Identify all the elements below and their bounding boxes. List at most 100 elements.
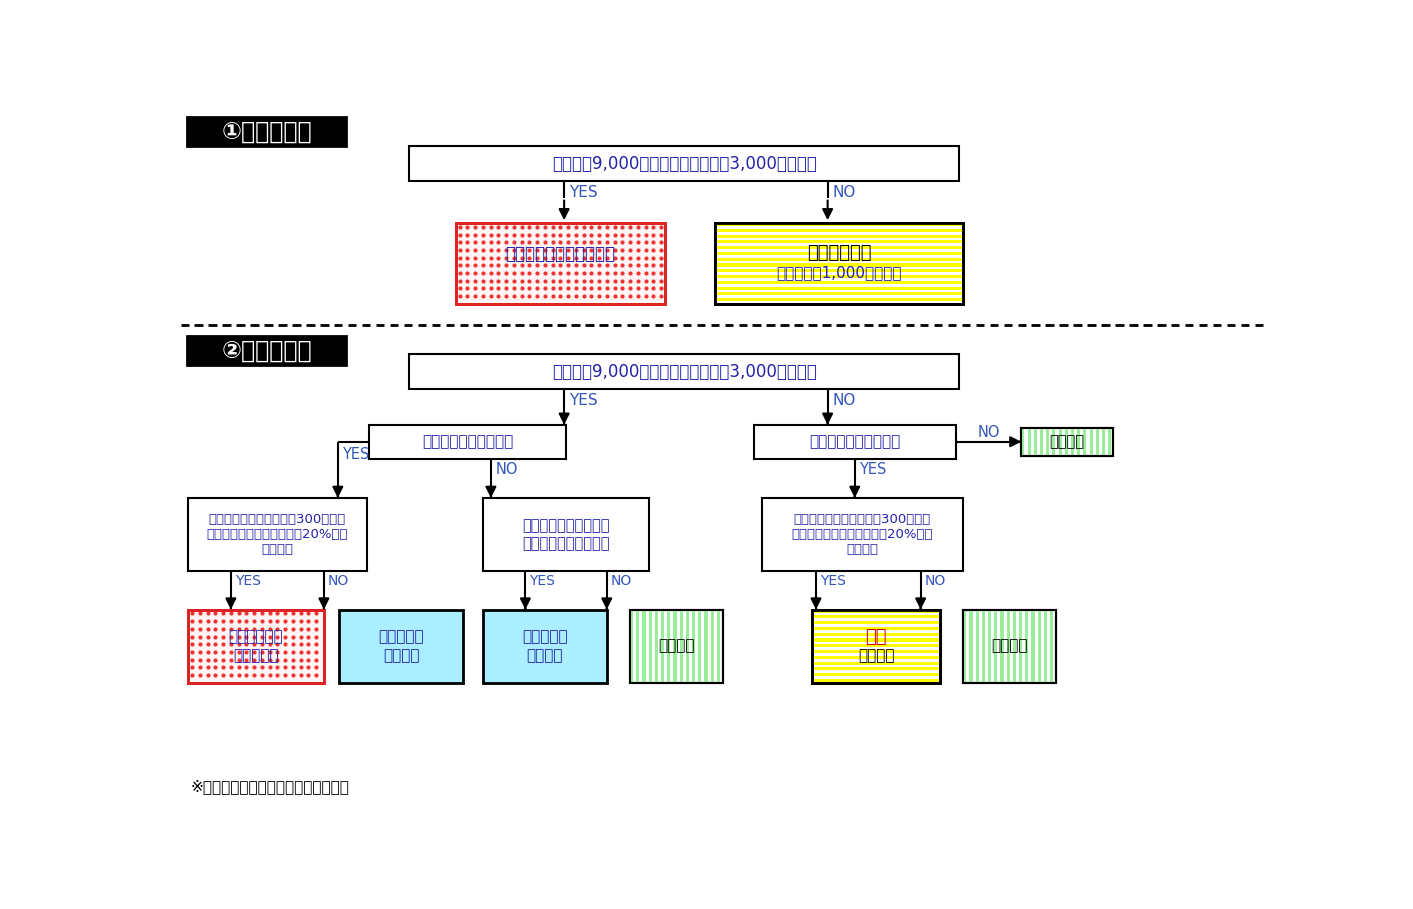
Text: NO: NO (610, 574, 632, 588)
Text: NO: NO (328, 574, 349, 588)
Text: 届出不要: 届出不要 (992, 639, 1029, 654)
Bar (654, 610, 658, 683)
Bar (643, 610, 646, 683)
Bar (369, 425, 567, 459)
Bar (1031, 610, 1034, 683)
Text: のみ届出: のみ届出 (527, 648, 562, 663)
Bar (630, 610, 723, 683)
Bar (812, 610, 940, 613)
Bar (188, 336, 346, 365)
Bar (715, 281, 964, 284)
Bar (1058, 428, 1061, 455)
Text: YES: YES (859, 462, 887, 477)
Bar (455, 223, 666, 304)
Bar (715, 275, 964, 278)
Bar (715, 252, 964, 255)
Bar (995, 610, 998, 683)
Bar (1040, 428, 1043, 455)
Text: ②変更の場合: ②変更の場合 (222, 339, 312, 363)
Text: 施設面積を変更するか
緑地面積を減少するか: 施設面積を変更するか 緑地面積を減少するか (523, 518, 610, 551)
Bar (812, 650, 940, 653)
Text: YES: YES (569, 185, 598, 200)
Bar (1034, 428, 1037, 455)
Text: YES: YES (342, 446, 370, 462)
Bar (705, 610, 708, 683)
Text: 届出不要: 届出不要 (658, 639, 695, 654)
Text: YES: YES (569, 393, 598, 407)
Text: 条例の届出: 条例の届出 (233, 648, 278, 663)
Bar (1022, 428, 1113, 455)
Bar (1046, 428, 1050, 455)
Bar (755, 425, 955, 459)
Text: 生産施設を増設するか: 生産施設を増設するか (810, 435, 900, 449)
Text: 工場立地法: 工場立地法 (521, 629, 568, 644)
Bar (715, 223, 964, 304)
Bar (1065, 428, 1068, 455)
Bar (1026, 610, 1029, 683)
Text: のみ届出: のみ届出 (858, 648, 894, 663)
Text: 増設する生産施設面積が300㎡以上
又は増設前生産施設面積の20%以上
の増設か: 増設する生産施設面積が300㎡以上 又は増設前生産施設面積の20%以上 の増設か (791, 513, 933, 556)
Bar (975, 610, 979, 683)
Bar (812, 662, 940, 664)
Bar (711, 610, 714, 683)
Bar (715, 223, 964, 304)
Text: （敷地面積1,000㎡以上）: （敷地面積1,000㎡以上） (777, 265, 901, 280)
Bar (812, 673, 940, 676)
Bar (410, 146, 959, 182)
Text: のみ届出: のみ届出 (383, 648, 420, 663)
Bar (812, 615, 940, 618)
Text: NO: NO (832, 185, 856, 200)
Bar (812, 610, 940, 683)
Bar (715, 293, 964, 295)
Bar (715, 246, 964, 249)
Bar (1006, 610, 1010, 683)
Text: 工場立地法・: 工場立地法・ (229, 629, 284, 644)
Bar (1077, 428, 1081, 455)
Bar (1095, 428, 1099, 455)
Bar (188, 498, 366, 571)
Bar (715, 286, 964, 290)
Bar (1071, 428, 1074, 455)
Bar (1044, 610, 1047, 683)
Text: YES: YES (820, 574, 846, 588)
Bar (812, 638, 940, 642)
Bar (1027, 428, 1030, 455)
Bar (1019, 610, 1022, 683)
Bar (1000, 610, 1003, 683)
Bar (762, 498, 964, 571)
Bar (1089, 428, 1092, 455)
Bar (715, 229, 964, 232)
Text: NO: NO (978, 425, 999, 440)
Bar (716, 610, 719, 683)
Bar (692, 610, 695, 683)
Bar (812, 679, 940, 682)
Text: 生産施設を増設するか: 生産施設を増設するか (422, 435, 513, 449)
Bar (455, 223, 666, 304)
Text: ①新設の場合: ①新設の場合 (222, 119, 312, 144)
Bar (812, 644, 940, 647)
Bar (812, 633, 940, 635)
Bar (483, 610, 606, 683)
Bar (982, 610, 985, 683)
Bar (715, 264, 964, 266)
Bar (964, 610, 966, 683)
Text: 届出不要: 届出不要 (1050, 435, 1085, 449)
Bar (1108, 428, 1111, 455)
Bar (1084, 428, 1087, 455)
Bar (812, 655, 940, 659)
Text: 条例: 条例 (865, 628, 887, 646)
Bar (812, 621, 940, 624)
Bar (988, 610, 991, 683)
Bar (410, 354, 959, 389)
Bar (649, 610, 651, 683)
Bar (339, 610, 463, 683)
Text: NO: NO (924, 574, 945, 588)
Bar (667, 610, 670, 683)
Bar (636, 610, 639, 683)
Bar (698, 610, 701, 683)
Text: 敷地面積9,000㎡以上又は建築面積3,000㎡以上か: 敷地面積9,000㎡以上又は建築面積3,000㎡以上か (552, 363, 817, 381)
Text: YES: YES (530, 574, 555, 588)
Text: 敷地面積9,000㎡以上又は建築面積3,000㎡以上か: 敷地面積9,000㎡以上又は建築面積3,000㎡以上か (552, 155, 817, 173)
Bar (661, 610, 664, 683)
Bar (969, 610, 972, 683)
